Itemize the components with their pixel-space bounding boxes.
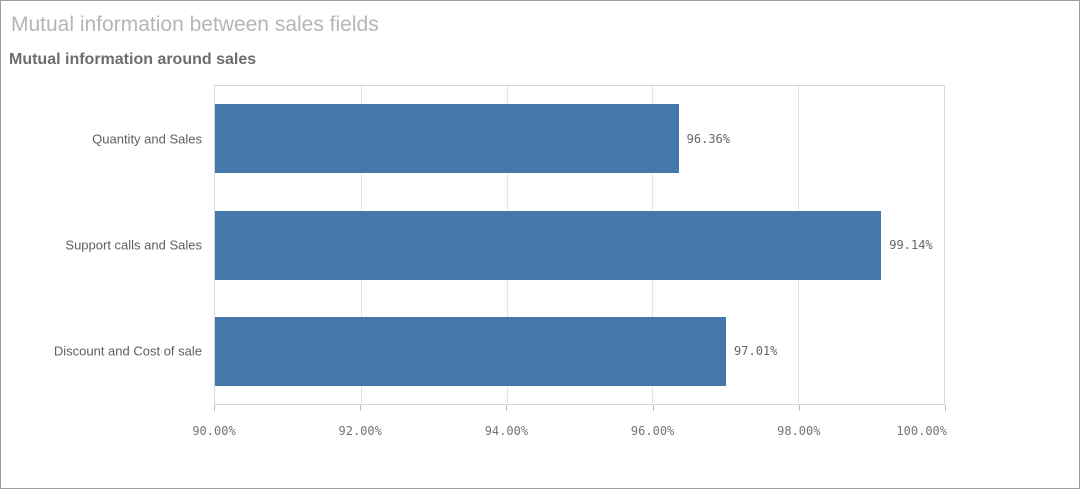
axis-tick xyxy=(798,405,800,411)
bar[interactable] xyxy=(215,210,882,280)
axis-tick xyxy=(945,405,946,411)
chart-title: Mutual information between sales fields xyxy=(11,13,379,36)
category-label: Support calls and Sales xyxy=(65,237,202,253)
chart-subtitle: Mutual information around sales xyxy=(9,51,257,68)
axis-tick-label: 94.00% xyxy=(484,424,529,438)
category-label: Discount and Cost of sale xyxy=(53,343,202,359)
axis-tick xyxy=(214,405,215,411)
bar[interactable] xyxy=(215,104,679,174)
value-label: 97.01% xyxy=(734,344,778,358)
axis-tick xyxy=(360,405,362,411)
plot-area: 96.36% Quantity and Sales 99.14% Support ca… xyxy=(54,85,945,405)
x-axis: 90.00% 92.00% 94.00% 96.00% 98.00% 100.00% xyxy=(192,404,947,449)
value-label: 99.14% xyxy=(889,238,933,252)
axis-tick-label: 98.00% xyxy=(777,424,821,438)
value-label: 96.36% xyxy=(686,132,730,146)
axis-tick-label: 90.00% xyxy=(192,424,236,438)
axis-tick-label: 100.00% xyxy=(896,424,947,438)
axis-tick-label: 96.00% xyxy=(630,424,675,438)
axis-tick xyxy=(652,405,654,411)
axis-tick-label: 92.00% xyxy=(338,424,382,438)
bar[interactable] xyxy=(215,316,727,386)
category-label: Quantity and Sales xyxy=(92,131,202,147)
axis-tick xyxy=(506,405,508,411)
